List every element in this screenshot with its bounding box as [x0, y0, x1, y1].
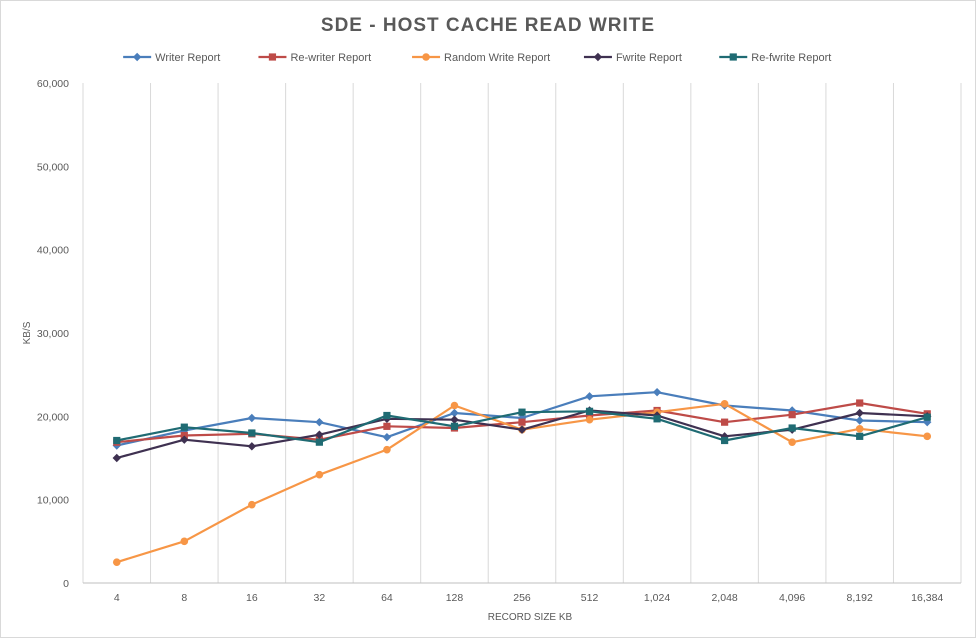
data-point	[383, 422, 391, 430]
data-point	[450, 408, 459, 418]
data-point	[585, 392, 594, 401]
data-point	[112, 453, 121, 463]
x-tick-label: 8,192	[847, 592, 873, 604]
x-tick-label: 128	[446, 592, 464, 604]
data-point	[450, 415, 459, 424]
x-tick-label: 256	[513, 592, 531, 604]
data-point	[788, 424, 796, 432]
y-tick-label: 20,000	[37, 411, 69, 423]
y-tick-label: 40,000	[37, 245, 69, 257]
data-point	[856, 399, 864, 407]
legend-marker	[593, 52, 603, 62]
x-tick-label: 1,024	[644, 592, 670, 604]
x-tick-label: 64	[381, 592, 393, 604]
y-tick-label: 10,000	[37, 495, 69, 507]
data-point	[721, 418, 729, 426]
legend-marker	[268, 53, 277, 61]
x-tick-label: 4	[114, 592, 120, 604]
legend-item: Re-writer Report	[258, 52, 371, 64]
x-tick-label: 512	[581, 592, 599, 604]
data-point	[315, 417, 324, 427]
data-point	[720, 400, 729, 408]
data-point	[315, 470, 324, 479]
x-tick-label: 32	[314, 592, 326, 604]
x-tick-label: 16	[246, 592, 258, 604]
legend-item: Writer Report	[123, 52, 220, 64]
legend: Writer Report Re-writer Report Random Writ…	[123, 52, 831, 64]
data-point	[113, 436, 121, 445]
data-point	[585, 407, 594, 415]
data-point	[180, 423, 188, 431]
data-point	[518, 408, 526, 416]
legend-item: Random Write Report	[412, 52, 550, 64]
data-point	[788, 411, 796, 419]
legend-label: Re-fwrite Report	[751, 52, 831, 64]
legend-label: Re-writer Report	[290, 52, 371, 64]
data-point	[247, 413, 257, 423]
data-point	[652, 387, 662, 397]
data-point	[585, 415, 594, 424]
legend-label: Writer Report	[155, 52, 220, 64]
data-point	[247, 442, 257, 451]
x-tick-label: 4,096	[779, 592, 805, 604]
data-point	[855, 416, 864, 425]
data-point	[518, 418, 526, 426]
data-point	[855, 425, 864, 433]
data-point	[315, 438, 323, 446]
legend-marker	[422, 53, 430, 61]
data-point	[450, 401, 459, 410]
data-point	[112, 558, 121, 566]
series-layer	[112, 387, 932, 566]
legend-item: Re-fwrite Report	[719, 52, 831, 64]
data-point	[517, 425, 527, 434]
y-tick-label: 60,000	[37, 78, 69, 90]
data-point	[923, 413, 931, 421]
y-tick-label: 0	[63, 578, 69, 590]
data-point	[248, 429, 256, 437]
data-point	[248, 500, 256, 509]
data-point	[855, 408, 864, 418]
legend-label: Fwrite Report	[616, 52, 682, 64]
x-tick-label: 8	[181, 592, 187, 604]
grid-lines	[82, 83, 962, 583]
data-point	[923, 432, 932, 441]
data-point	[653, 415, 661, 423]
data-point	[382, 432, 392, 442]
data-point	[856, 432, 864, 440]
y-axis-title: KB/S	[22, 321, 33, 344]
x-tick-label: 2,048	[711, 592, 737, 604]
data-point	[180, 537, 189, 546]
chart-title: SDE - HOST CACHE READ WRITE	[321, 15, 655, 36]
data-point	[721, 436, 729, 445]
y-tick-label: 50,000	[37, 161, 69, 173]
data-point	[180, 435, 189, 444]
data-point	[788, 438, 796, 446]
series-4	[113, 407, 931, 446]
data-point	[383, 411, 391, 420]
data-point	[450, 422, 459, 430]
data-point	[383, 445, 391, 454]
legend-label: Random Write Report	[444, 52, 550, 64]
legend-marker	[729, 53, 737, 61]
axes: 0 10,000 20,000 30,000 40,000 50,000 60,000 4 8 1…	[37, 78, 961, 604]
legend-item: Fwrite Report	[583, 52, 682, 64]
data-point	[315, 430, 324, 439]
x-tick-label: 16,384	[911, 592, 943, 604]
data-point	[923, 417, 932, 427]
data-point	[585, 411, 594, 420]
legend-marker	[132, 52, 142, 62]
x-axis-title: RECORD SIZE KB	[488, 612, 573, 623]
y-tick-label: 30,000	[37, 328, 69, 340]
